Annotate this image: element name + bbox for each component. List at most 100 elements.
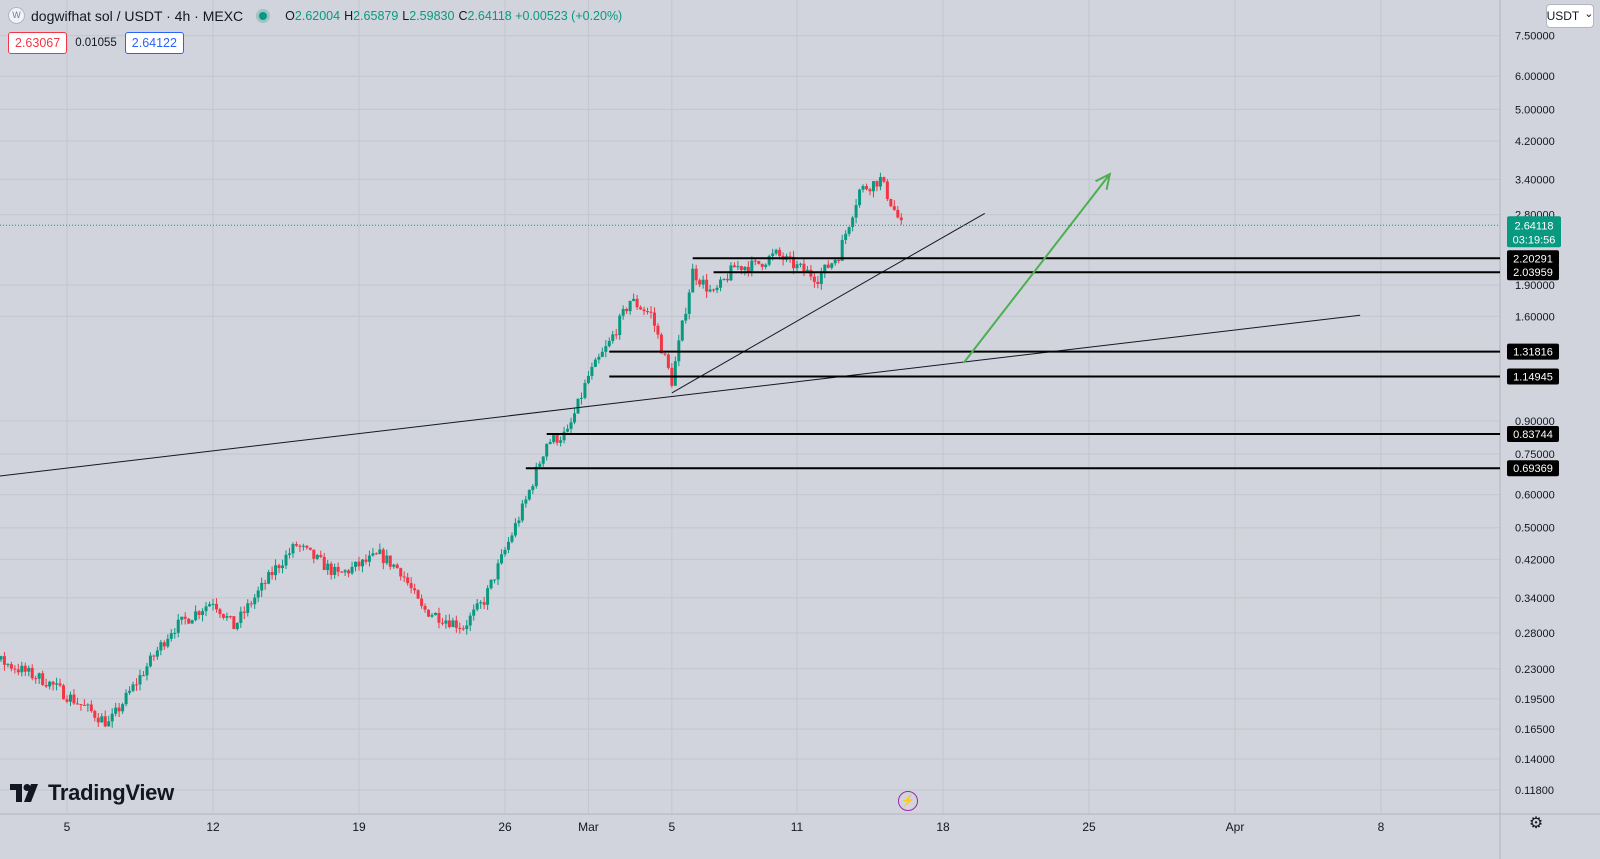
level-tag-label: 0.69369 bbox=[1513, 463, 1553, 475]
candle-up bbox=[545, 443, 549, 461]
current-price-tag-bg bbox=[1507, 216, 1561, 248]
candle-up bbox=[586, 371, 590, 385]
market-open-icon bbox=[259, 11, 268, 20]
candle-up bbox=[527, 489, 531, 501]
candle-down bbox=[670, 363, 674, 388]
candle-down bbox=[322, 552, 326, 571]
candle-down bbox=[263, 579, 267, 590]
candle-body bbox=[287, 553, 291, 555]
candle-body bbox=[124, 692, 128, 705]
candle-body bbox=[110, 713, 114, 722]
candle-up bbox=[385, 549, 389, 565]
candle-body bbox=[764, 264, 768, 267]
candle-down bbox=[82, 699, 86, 706]
horizontal-level-tag: 1.14945 bbox=[1507, 368, 1559, 385]
candle-body bbox=[159, 642, 163, 651]
candle-body bbox=[190, 620, 194, 624]
candle-down bbox=[23, 662, 27, 677]
candle-up bbox=[611, 330, 615, 344]
candle-down bbox=[454, 615, 458, 633]
candle-body bbox=[208, 604, 212, 607]
candle-body bbox=[583, 383, 587, 398]
candle-body bbox=[798, 263, 802, 265]
candle-body bbox=[847, 227, 851, 234]
candle-up bbox=[173, 628, 177, 639]
candle-body bbox=[712, 289, 716, 291]
candle-up bbox=[315, 553, 319, 561]
candle-up bbox=[750, 256, 754, 277]
candle-body bbox=[27, 667, 31, 672]
candle-up bbox=[371, 547, 375, 557]
candle-down bbox=[646, 307, 650, 315]
candle-body bbox=[486, 588, 490, 605]
candle-body bbox=[826, 264, 830, 268]
bolt-icon[interactable]: ⚡ bbox=[898, 791, 918, 811]
candle-down bbox=[635, 295, 639, 310]
candle-body bbox=[722, 278, 726, 280]
buy-price-button[interactable]: 2.64122 bbox=[124, 32, 184, 54]
candle-up bbox=[301, 543, 305, 551]
candle-body bbox=[865, 186, 869, 190]
candle-body bbox=[513, 523, 517, 536]
candle-body bbox=[691, 268, 695, 293]
candle-body bbox=[541, 456, 545, 464]
candle-body bbox=[757, 260, 761, 264]
candle-up bbox=[500, 549, 504, 565]
candle-body bbox=[579, 397, 583, 399]
candle-down bbox=[826, 260, 830, 269]
candle-down bbox=[409, 577, 413, 594]
candle-up bbox=[680, 320, 684, 342]
currency-select[interactable]: USDT ⌄ bbox=[1546, 4, 1594, 28]
candle-body bbox=[162, 642, 166, 647]
level-tag-label: 2.03959 bbox=[1513, 267, 1553, 279]
horizontal-level-tag: 1.31816 bbox=[1507, 343, 1559, 360]
candle-up bbox=[871, 180, 875, 198]
candle-up bbox=[531, 484, 535, 495]
candle-up bbox=[246, 599, 250, 617]
tradingview-logo[interactable]: TradingView bbox=[10, 780, 174, 806]
candle-up bbox=[253, 593, 257, 609]
candle-up bbox=[27, 665, 31, 677]
candle-up bbox=[121, 702, 125, 714]
candle-body bbox=[354, 561, 358, 567]
ohlc-high-value: 2.65879 bbox=[353, 8, 399, 23]
candle-body bbox=[65, 699, 69, 702]
candle-body bbox=[635, 298, 639, 308]
candle-body bbox=[788, 256, 792, 258]
candle-body bbox=[395, 564, 399, 569]
candle-body bbox=[315, 555, 319, 559]
candle-down bbox=[41, 670, 45, 686]
candle-down bbox=[294, 541, 298, 547]
candle-up bbox=[583, 379, 587, 400]
candle-body bbox=[173, 632, 177, 634]
candle-body bbox=[503, 549, 507, 555]
candle-down bbox=[406, 572, 410, 586]
candle-up bbox=[86, 703, 90, 712]
gear-icon[interactable]: ⚙ bbox=[1528, 815, 1544, 832]
candle-body bbox=[284, 554, 288, 566]
candle-down bbox=[117, 703, 121, 718]
candle-down bbox=[666, 353, 670, 370]
candle-up bbox=[284, 550, 288, 569]
candle-body bbox=[649, 311, 653, 313]
candle-down bbox=[2, 651, 6, 671]
level-tag-bg bbox=[1507, 425, 1559, 442]
price-tick-label: 0.14000 bbox=[1515, 754, 1555, 766]
candle-up bbox=[541, 456, 545, 467]
candle-body bbox=[444, 620, 448, 624]
horizontal-level-tag: 2.03959 bbox=[1507, 264, 1559, 281]
candle-body bbox=[402, 576, 406, 578]
candle-body bbox=[305, 545, 309, 548]
candle-down bbox=[868, 187, 872, 196]
candle-body bbox=[659, 334, 663, 354]
candle-down bbox=[30, 664, 34, 681]
symbol-title[interactable]: dogwifhat sol / USDT · 4h · MEXC bbox=[31, 7, 244, 24]
sell-price-button[interactable]: 2.63067 bbox=[8, 32, 68, 54]
candle-body bbox=[698, 280, 702, 285]
candle-up bbox=[239, 606, 243, 628]
candle-up bbox=[486, 585, 490, 610]
candle-down bbox=[395, 563, 399, 569]
candle-down bbox=[760, 263, 764, 271]
